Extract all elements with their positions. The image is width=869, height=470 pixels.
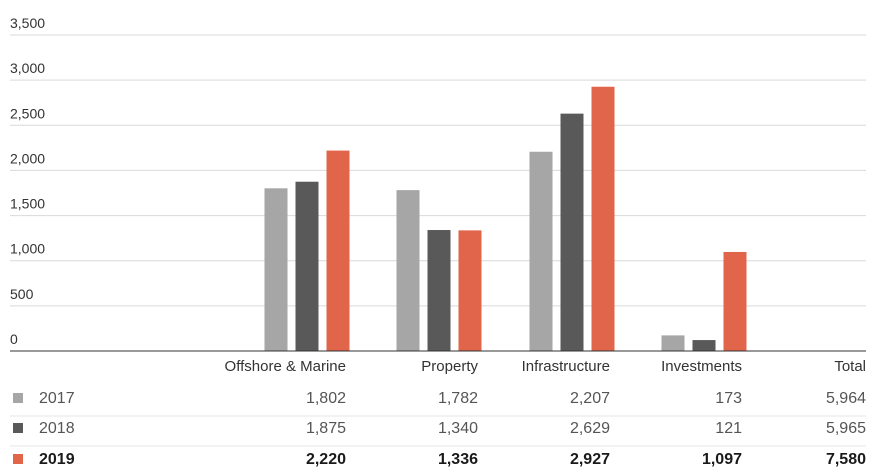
table-cell: 2,629 (570, 420, 610, 437)
bar-2019-0 (326, 150, 350, 351)
bar-2017-0 (264, 188, 288, 351)
table-cell: 1,782 (438, 390, 478, 407)
table-cell: 2,927 (570, 451, 610, 468)
data-table: 2017 1,802 1,782 2,207 173 5,964 2018 1,875 1,34… (10, 390, 866, 468)
y-tick-label: 3,000 (10, 60, 45, 76)
table-cell: 1,097 (702, 451, 742, 468)
category-label: Property (421, 358, 478, 375)
table-cell-total: 5,964 (826, 390, 866, 407)
series-name: 2018 (39, 420, 75, 437)
series-name: 2019 (39, 451, 75, 468)
table-cell: 1,802 (306, 390, 346, 407)
category-label: Offshore & Marine (225, 358, 346, 375)
category-label: Infrastructure (522, 358, 610, 375)
bar-2017-2 (529, 151, 553, 351)
y-axis-tick-labels: 0 500 1,000 1,500 2,000 2,500 3,000 3,500 (10, 15, 45, 347)
series-name: 2017 (39, 390, 75, 407)
table-cell: 173 (715, 390, 742, 407)
y-tick-label: 2,000 (10, 150, 45, 166)
bar-2017-1 (396, 190, 420, 351)
bar-2018-2 (560, 113, 584, 351)
table-cell-total: 5,965 (826, 420, 866, 437)
bar-2018-1 (427, 230, 451, 351)
table-cell: 1,340 (438, 420, 478, 437)
y-tick-label: 1,500 (10, 196, 45, 212)
table-cell-total: 7,580 (826, 451, 866, 468)
category-label: Investments (661, 358, 742, 375)
bar-2019-2 (591, 86, 615, 352)
y-tick-label: 0 (10, 331, 18, 347)
table-cell: 2,220 (306, 451, 346, 468)
total-column-label: Total (834, 358, 866, 375)
bar-2017-3 (661, 335, 685, 351)
bars (264, 86, 747, 352)
bar-2019-1 (458, 230, 482, 351)
y-tick-label: 1,000 (10, 241, 45, 257)
y-tick-label: 2,500 (10, 105, 45, 121)
legend-swatch-2019 (13, 454, 23, 464)
legend-swatch-2017 (13, 393, 23, 403)
table-cell: 1,336 (438, 451, 478, 468)
bar-2018-0 (295, 181, 319, 351)
table-cell: 1,875 (306, 420, 346, 437)
gridlines (10, 34, 866, 307)
y-tick-label: 3,500 (10, 15, 45, 31)
table-cell: 121 (715, 420, 742, 437)
bar-2019-3 (723, 251, 747, 351)
y-tick-label: 500 (10, 286, 34, 302)
table-cell: 2,207 (570, 390, 610, 407)
legend-swatch-2018 (13, 423, 23, 433)
category-labels: Offshore & Marine Property Infrastructure I… (225, 358, 866, 375)
bar-2018-3 (692, 340, 716, 351)
